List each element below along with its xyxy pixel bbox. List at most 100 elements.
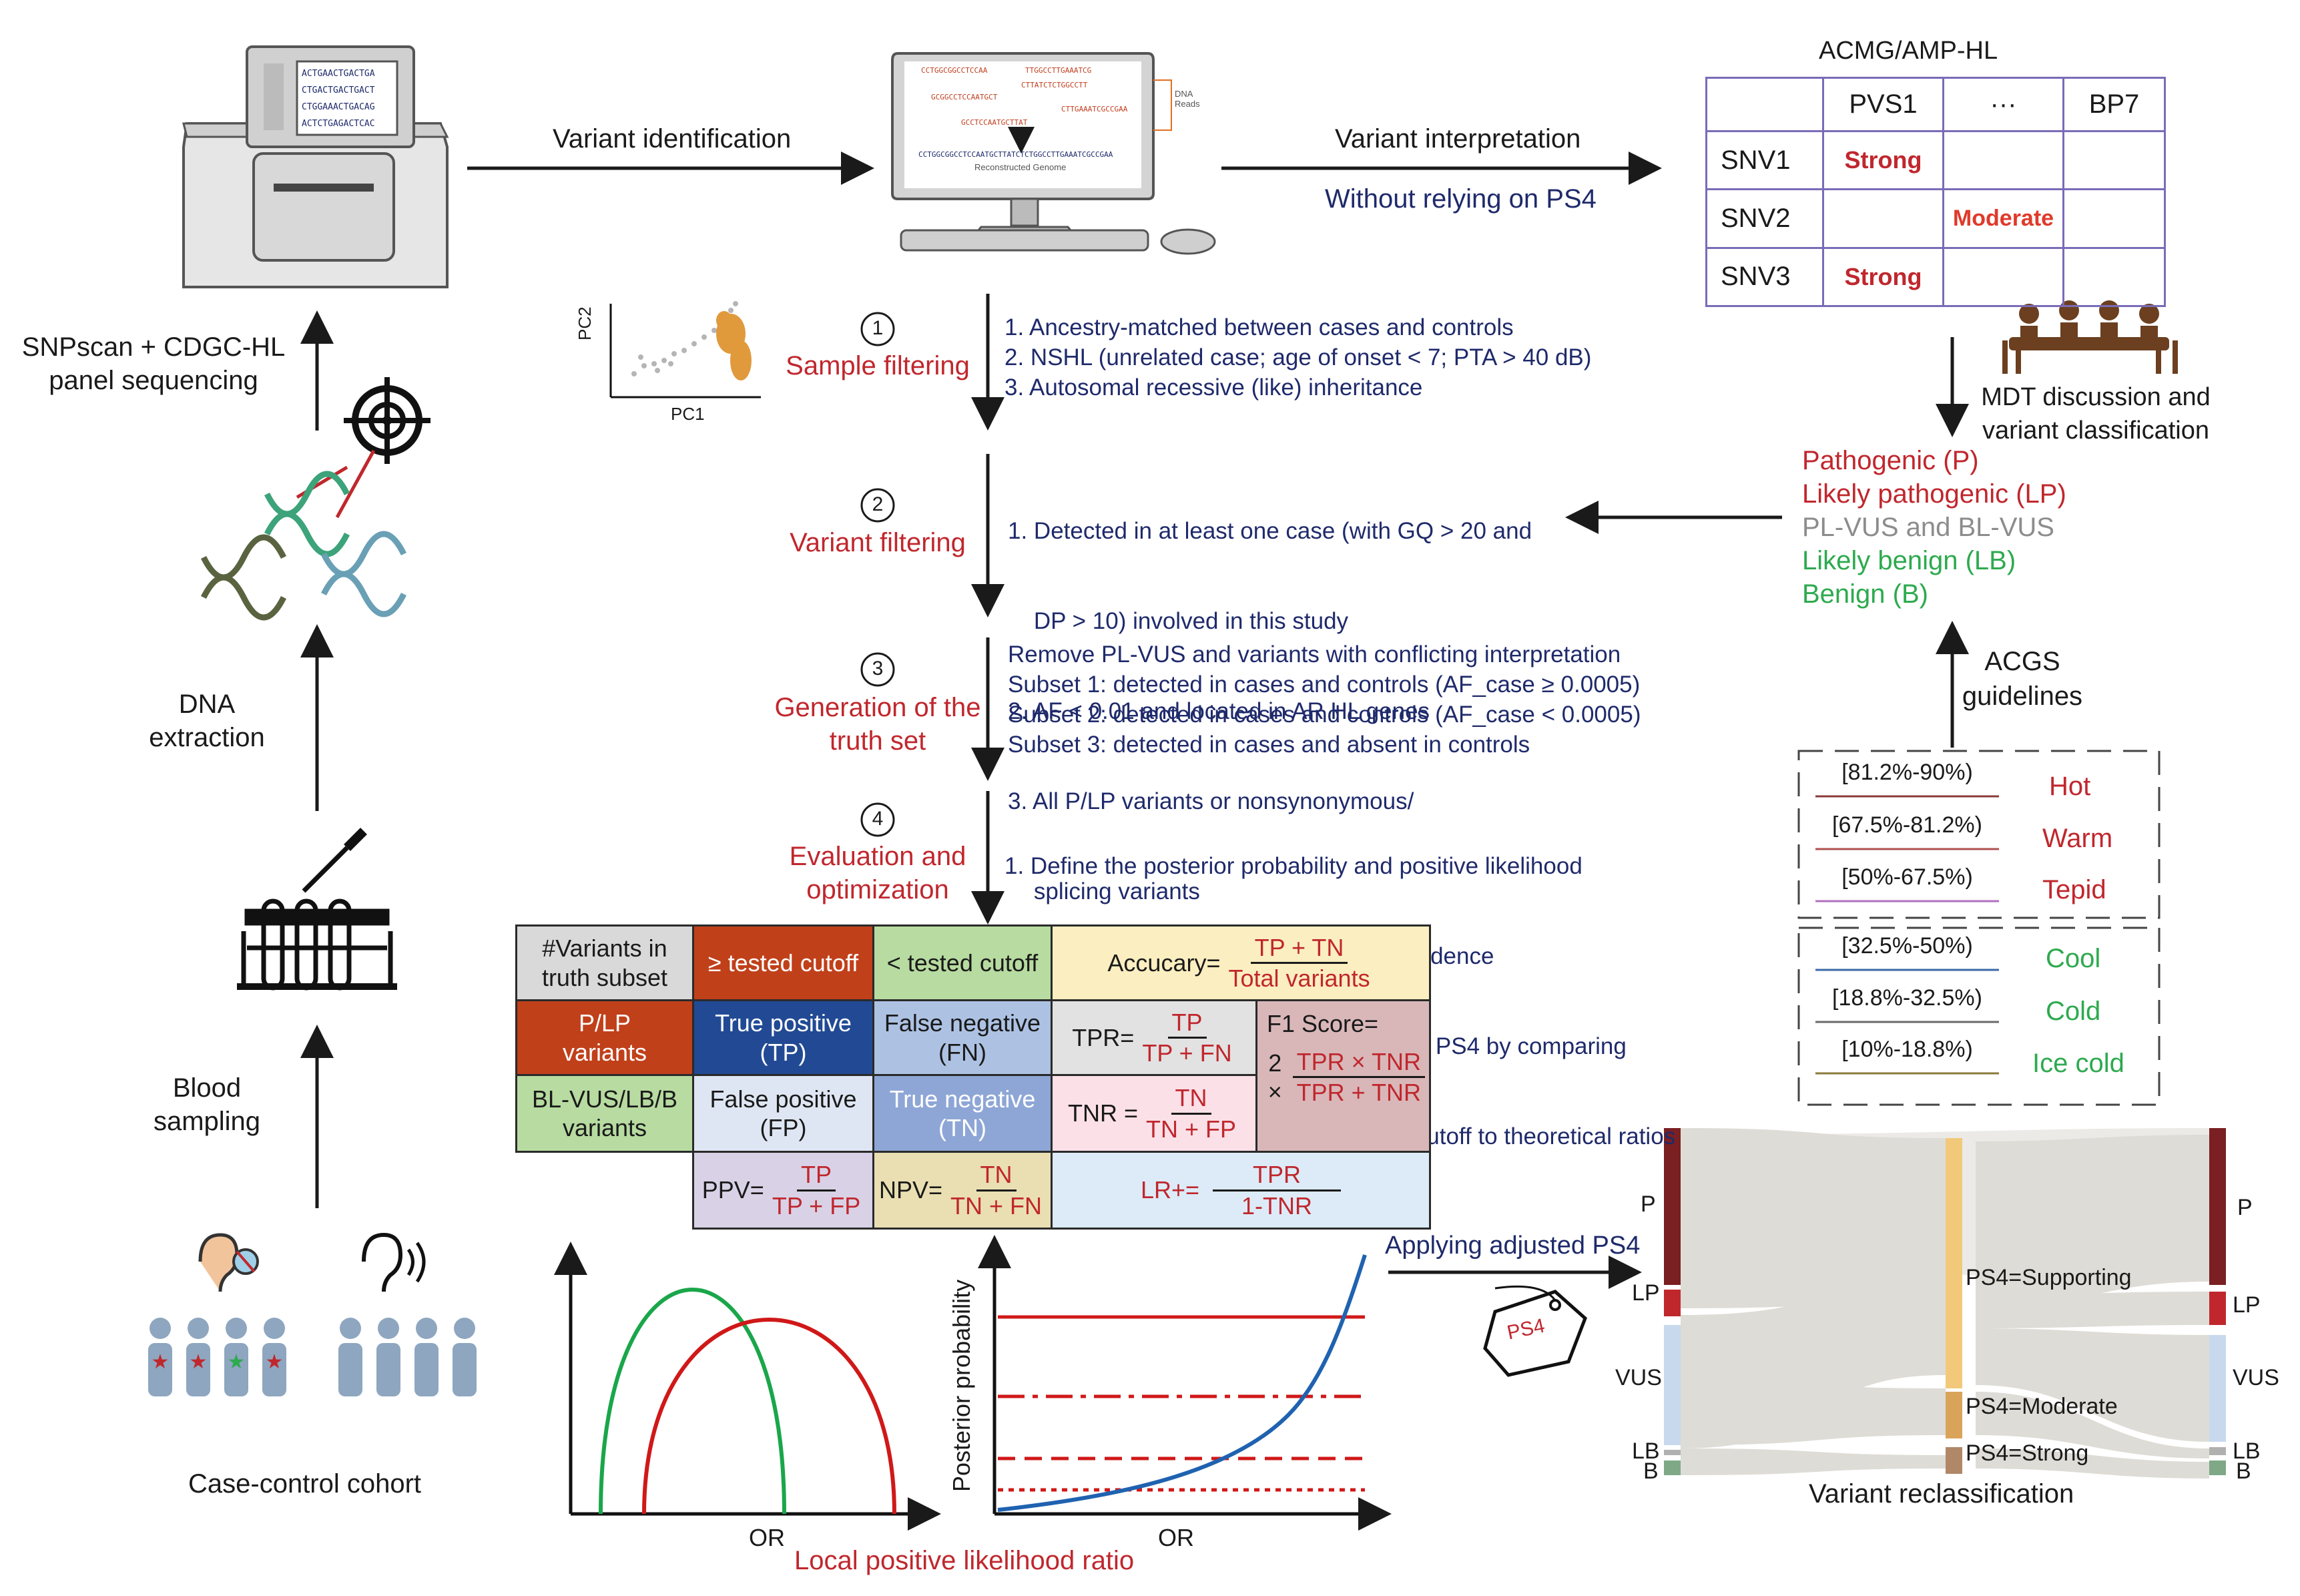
- lr-num: TPR: [1213, 1160, 1342, 1191]
- matrix-accuracy: Accucary= TP + TN Total variants: [1051, 924, 1431, 1001]
- accuracy-num: TP + TN: [1250, 933, 1348, 964]
- plot1-xlabel: OR: [749, 1524, 785, 1551]
- step-text-line: 1. Define the posterior probability and …: [1004, 853, 1583, 879]
- acgs-line: guidelines: [1962, 682, 2083, 711]
- snpscan-label: SNPscan + CDGC-HL panel sequencing: [13, 330, 294, 397]
- matrix-lr: LR+= TPR 1-TNR: [1051, 1151, 1431, 1230]
- step-name: Sample filtering: [786, 351, 970, 380]
- step-text: 1. Ancestry-matched between cases and co…: [1004, 312, 1591, 403]
- step-text-line: Subset 3: detected in cases and absent i…: [1008, 732, 1530, 758]
- acmg-table: PVS1 ··· BP7 SNV1 Strong SNV2 Moderate S…: [1705, 77, 2166, 308]
- class-item: PL-VUS and BL-VUS: [1802, 513, 2054, 542]
- step-name-line: optimization: [806, 875, 949, 904]
- matrix-line: (FN): [938, 1038, 986, 1066]
- matrix-line: (TP): [760, 1038, 807, 1066]
- acmg-mid-cell: Moderate: [1942, 188, 2064, 249]
- step-name-line: Evaluation and: [789, 842, 966, 871]
- matrix-line: variants: [562, 1114, 647, 1141]
- tnr-fraction: TN TN + FP: [1142, 1083, 1240, 1143]
- step-name: Evaluation and optimization: [754, 840, 1001, 906]
- temp-label: Tepid: [2042, 875, 2106, 904]
- acmg-bp7-cell: [2062, 188, 2166, 249]
- matrix-line: variants: [562, 1038, 647, 1066]
- sankey-mid-label: PS4=Supporting: [1966, 1265, 2132, 1290]
- svg-text:★: ★: [190, 1350, 208, 1374]
- screen-read: CTTGAAATCGCCGAA: [1061, 105, 1128, 113]
- sankey-mid-label: PS4=Moderate: [1966, 1394, 2118, 1419]
- or-curves-plot: [554, 1242, 941, 1531]
- dna-extraction-label: DNA extraction: [107, 688, 307, 754]
- dna-reads-label: DNA Reads: [1175, 89, 1200, 109]
- dna-extraction-line: DNA: [178, 690, 236, 719]
- sankey-left-label: VUS: [1615, 1365, 1662, 1390]
- tnr-label: TNR =: [1067, 1099, 1138, 1127]
- matrix-header-lt: < tested cutoff: [872, 924, 1053, 1001]
- snpscan-line: panel sequencing: [49, 366, 258, 395]
- class-item: Benign (B): [1802, 579, 1928, 609]
- pca-plot: [609, 301, 761, 398]
- f1-fraction: TPR × TNR TPR + TNR: [1292, 1047, 1425, 1107]
- f1-mult: 2 ×: [1267, 1049, 1282, 1105]
- acmg-variant-name: SNV1: [1705, 129, 1824, 191]
- seq-line: ACTGAACTGACTGA: [302, 69, 375, 79]
- plot2-xlabel: OR: [1158, 1524, 1194, 1551]
- acmg-pvs1-cell: Strong: [1822, 129, 1944, 191]
- acmg-title: ACMG/AMP-HL: [1819, 37, 1998, 65]
- step-text-line: 3. Autosomal recessive (like) inheritanc…: [1004, 374, 1423, 401]
- step-text-line: Remove PL-VUS and variants with conflict…: [1008, 641, 1621, 668]
- step-text-line: 2. NSHL (unrelated case; age of onset < …: [1004, 344, 1592, 370]
- npv-num: TN: [976, 1160, 1017, 1191]
- pca-ylabel: PC2: [575, 306, 595, 340]
- acmg-header-row: PVS1 ··· BP7: [1705, 77, 2166, 132]
- matrix-line: False negative: [884, 1009, 1041, 1037]
- matrix-line: False positive: [709, 1085, 857, 1113]
- matrix-tp: True positive (TP): [692, 999, 874, 1076]
- temp-range: [10%-18.8%): [1841, 1037, 1973, 1062]
- tpr-den: TP + FN: [1142, 1039, 1232, 1067]
- acgs-label: ACGS guidelines: [1956, 644, 2089, 714]
- npv-label: NPV=: [878, 1176, 943, 1204]
- screen-read: GCGGCCTCCAATGCT: [931, 93, 998, 101]
- sankey-caption: Variant reclassification: [1809, 1479, 2074, 1509]
- plot2-ylabel: Posterior probability: [948, 1279, 975, 1492]
- dna-reads-line: DNA: [1175, 89, 1193, 99]
- mdt-line: MDT discussion and: [1981, 383, 2211, 411]
- matrix-ppv: PPV= TP TP + FP: [692, 1151, 874, 1230]
- step-name: Variant filtering: [790, 528, 966, 557]
- accuracy-label: Accucary=: [1107, 949, 1221, 977]
- screen-read: CTTATCTCTGGCCTT: [1021, 81, 1088, 89]
- seq-line: ACTCTGAGACTCAC: [302, 119, 375, 129]
- sankey-left-label: B: [1643, 1458, 1659, 1484]
- sequencer-icon: [182, 45, 449, 288]
- ppv-num: TP: [797, 1160, 836, 1191]
- read: CCTGGCGGCCTCCAA: [921, 66, 988, 75]
- temp-label: Warm: [2042, 824, 2113, 853]
- npv-den: TN + FN: [950, 1191, 1043, 1220]
- matrix-tnr: TNR = TN TN + FP: [1051, 1074, 1257, 1153]
- blood-sampling-line: sampling: [153, 1107, 261, 1136]
- ppv-den: TP + FP: [772, 1191, 861, 1220]
- temp-range: [50%-67.5%): [1841, 864, 1973, 890]
- step-text-line: Subset 1: detected in cases and controls…: [1008, 672, 1641, 698]
- step-text-line: DP > 10) involved in this study: [1008, 608, 1349, 634]
- read: TTGGCCTTGAAATCG: [1025, 66, 1092, 75]
- blood-sampling-label: Blood sampling: [107, 1071, 307, 1138]
- pca-xlabel: PC1: [671, 404, 705, 424]
- variant-identification-label: Variant identification: [553, 124, 792, 154]
- seq-line: CTGGAAACTGACAG: [302, 102, 375, 112]
- lr-label: LR+=: [1140, 1176, 1200, 1204]
- acmg-variant-name: SNV2: [1705, 188, 1824, 249]
- matrix-line: True positive: [715, 1009, 852, 1037]
- step-text-line: splicing variants: [1008, 878, 1200, 904]
- without-ps4-label: Without relying on PS4: [1325, 184, 1597, 214]
- sankey-mid-label: PS4=Strong: [1966, 1440, 2089, 1466]
- acgs-line: ACGS: [1984, 647, 2060, 676]
- class-item: Likely pathogenic (LP): [1802, 479, 2066, 509]
- acmg-row: SNV1 Strong: [1705, 129, 2166, 191]
- temp-label: Ice cold: [2032, 1049, 2124, 1078]
- sankey-right-label: LB: [2233, 1438, 2261, 1464]
- variant-interpretation-label: Variant interpretation: [1335, 124, 1581, 154]
- f1-label: F1 Score=: [1267, 1010, 1379, 1037]
- tnr-den: TN + FP: [1145, 1115, 1237, 1143]
